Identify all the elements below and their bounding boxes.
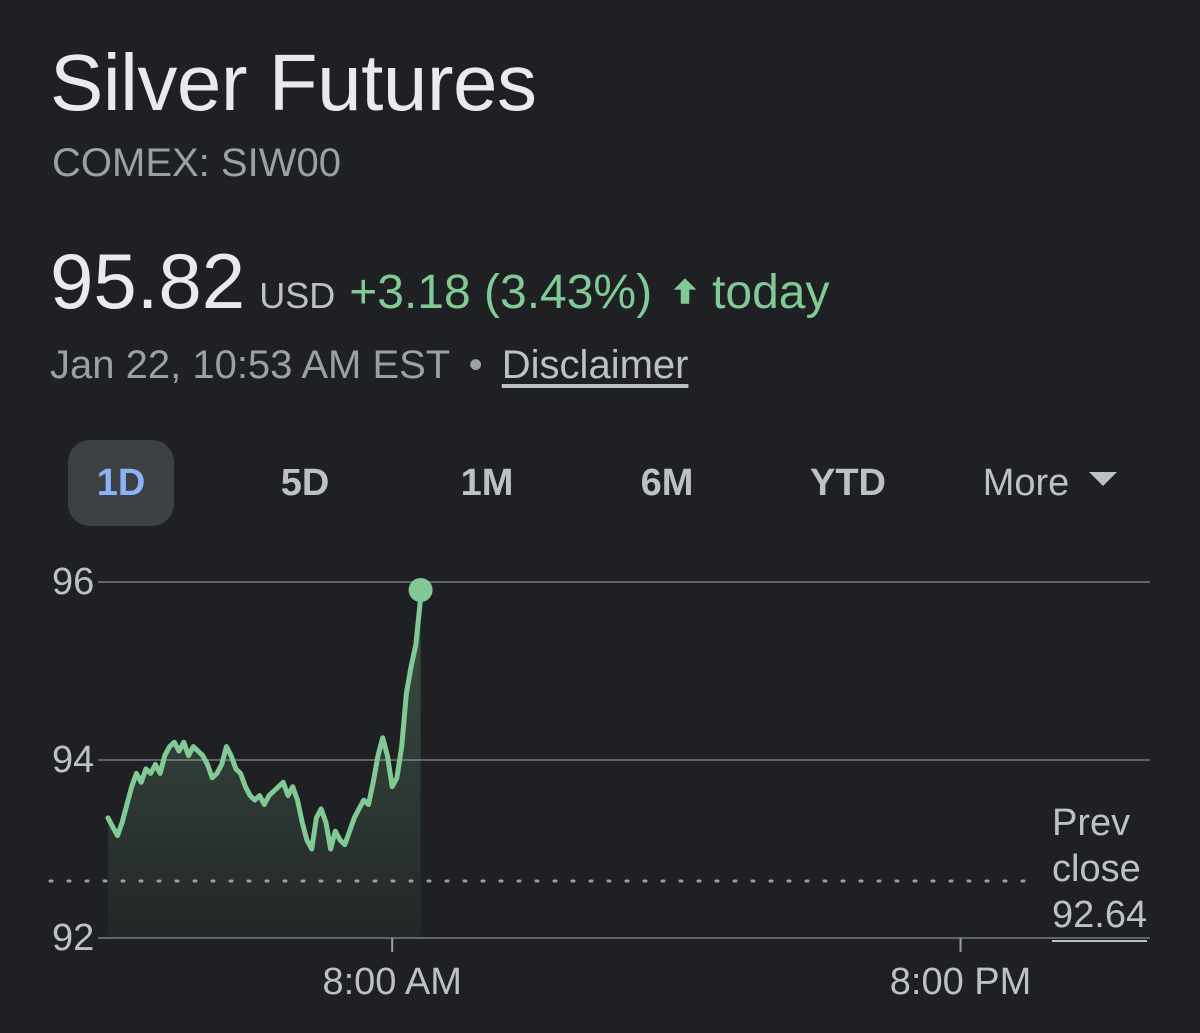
price-area-fill — [108, 598, 421, 938]
tab-1m[interactable]: 1M — [460, 462, 514, 504]
arrow-up-icon — [673, 278, 697, 304]
prev-close-value: 92.64 — [1052, 892, 1148, 942]
price-change: +3.18 (3.43%) — [349, 266, 653, 319]
prev-close-label: Prev close 92.64 — [1052, 800, 1152, 942]
prev-close-line2: close — [1052, 848, 1141, 890]
x-tick-label: 8:00 AM — [322, 961, 461, 1003]
tab-more-label: More — [982, 462, 1070, 504]
currency-label: USD — [259, 275, 336, 316]
tab-more[interactable]: More — [960, 440, 1140, 526]
range-tabs: 1D 5D 1M 6M YTD More — [0, 440, 1200, 526]
quote-row: 95.82 USD +3.18 (3.43%) today — [50, 236, 830, 326]
page-title: Silver Futures — [50, 38, 537, 127]
disclaimer-link[interactable]: Disclaimer — [501, 343, 689, 387]
tab-6m[interactable]: 6M — [640, 462, 694, 504]
quote-timestamp: Jan 22, 10:53 AM EST — [50, 343, 450, 387]
tab-ytd[interactable]: YTD — [810, 462, 886, 504]
separator-dot: • — [468, 343, 483, 387]
y-tick-label: 94 — [52, 739, 94, 781]
timestamp-row: Jan 22, 10:53 AM EST • Disclaimer — [50, 340, 688, 390]
y-tick-label: 92 — [52, 917, 94, 959]
tab-1d[interactable]: 1D — [68, 440, 174, 526]
dropdown-triangle-icon — [1089, 471, 1118, 486]
exchange-ticker: COMEX: SIW00 — [52, 141, 341, 185]
last-price-dot — [408, 578, 433, 603]
current-price: 95.82 — [50, 237, 246, 325]
prev-close-line1: Prev — [1052, 802, 1131, 844]
change-period: today — [712, 266, 830, 319]
x-tick-label: 8:00 PM — [890, 961, 1032, 1003]
price-chart[interactable]: 96 94 92 8:00 AM 8:00 PM — [0, 550, 1200, 1010]
y-tick-label: 96 — [52, 561, 94, 603]
price-line — [105, 595, 424, 852]
tab-5d[interactable]: 5D — [280, 462, 330, 504]
